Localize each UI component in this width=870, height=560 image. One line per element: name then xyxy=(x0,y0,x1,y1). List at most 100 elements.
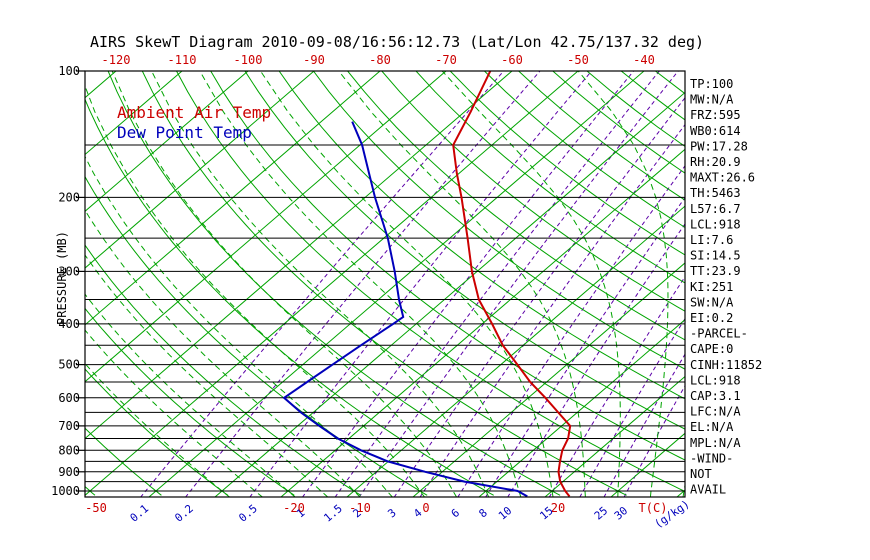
dry-adiabat xyxy=(655,71,685,95)
dry-adiabat xyxy=(278,71,685,400)
moist-adiabat xyxy=(85,155,393,497)
top-temp-label: -110 xyxy=(168,53,197,67)
panel-line: L57:6.7 xyxy=(690,202,741,216)
bottom-temp-label: 20 xyxy=(551,501,565,515)
dry-adiabat xyxy=(85,427,162,496)
dry-adiabat xyxy=(85,485,96,496)
moist-adiabat xyxy=(111,71,458,497)
panel-line: NOT xyxy=(690,467,712,481)
pressure-tick-label: 800 xyxy=(58,443,80,457)
mixing-ratio-line xyxy=(623,384,685,497)
mixing-ratio-lines xyxy=(140,71,685,497)
mixing-ratio-tick-label: 0.1 xyxy=(128,502,152,525)
isotherm-line xyxy=(85,71,447,383)
pressure-tick-label: 200 xyxy=(58,190,80,204)
pressure-tick-label: 1000 xyxy=(51,484,80,498)
dry-adiabat xyxy=(107,71,561,496)
panel-line: TP:100 xyxy=(690,77,733,91)
bottom-temp-label: -20 xyxy=(283,501,305,515)
mixing-ratio-line xyxy=(419,123,685,497)
panel-line: WB0:614 xyxy=(690,124,741,138)
panel-line: AVAIL xyxy=(690,483,726,497)
moist-adiabat xyxy=(260,71,554,497)
mixing-ratio-tick-label: 1.5 xyxy=(321,502,345,525)
panel-line: -PARCEL- xyxy=(690,327,748,341)
top-temp-label: -40 xyxy=(633,53,655,67)
panel-line: TH:5463 xyxy=(690,186,741,200)
mixing-ratio-line xyxy=(334,71,660,497)
dry-adiabat-lines xyxy=(85,71,685,496)
top-temp-label: -80 xyxy=(369,53,391,67)
panel-line: MW:N/A xyxy=(690,93,734,107)
moist-adiabat-lines xyxy=(85,71,685,497)
isotherm-line xyxy=(85,71,381,326)
dry-adiabat xyxy=(449,71,685,256)
mixing-ratio-line xyxy=(358,71,679,497)
mixing-ratio-tick-label: 6 xyxy=(449,506,462,520)
mixing-ratio-tick-label: 0.5 xyxy=(236,502,260,525)
legend-ambient-air-temp: Ambient Air Temp xyxy=(117,103,271,122)
dry-adiabat xyxy=(313,71,685,370)
panel-line: CAPE:0 xyxy=(690,342,733,356)
pressure-tick-label: 700 xyxy=(58,419,80,433)
dry-adiabat xyxy=(85,368,229,496)
dry-adiabat xyxy=(85,98,494,496)
isotherm-line xyxy=(85,71,315,269)
bottom-temp-label: -10 xyxy=(349,501,371,515)
bottom-temp-label: 0 xyxy=(422,501,429,515)
isotherm-line xyxy=(346,205,685,497)
mixing-ratio-tick-label: 3 xyxy=(385,506,398,520)
mixing-ratio-line xyxy=(579,317,685,497)
dry-adiabat xyxy=(210,71,685,461)
panel-line: CINH:11852 xyxy=(690,358,762,372)
top-temp-label: -60 xyxy=(501,53,523,67)
mixing-ratio-tick-label: 10 xyxy=(496,504,515,522)
moist-adiabat xyxy=(85,209,361,497)
panel-line: EL:N/A xyxy=(690,420,734,434)
panel-line: MAXT:26.6 xyxy=(690,171,755,185)
dry-adiabat xyxy=(381,71,685,312)
panel-line: LI:7.6 xyxy=(690,233,733,247)
top-temp-label: -120 xyxy=(102,53,131,67)
mixing-ratio-line xyxy=(301,71,634,497)
mixing-ratio-tick-label: 30 xyxy=(612,504,631,522)
isotherm-line xyxy=(412,262,685,497)
panel-line: CAP:3.1 xyxy=(690,389,741,403)
panel-line: LCL:918 xyxy=(690,373,741,387)
panel-line: FRZ:595 xyxy=(690,108,741,122)
moist-adiabat xyxy=(577,71,669,497)
ambient-temp-curve xyxy=(452,71,572,497)
isotherm-line xyxy=(478,319,685,497)
mixing-ratio-line xyxy=(507,223,685,497)
panel-line: SI:14.5 xyxy=(690,249,741,263)
top-temp-label: -70 xyxy=(435,53,457,67)
panel-line: -WIND- xyxy=(690,451,733,465)
pressure-tick-label: 600 xyxy=(58,391,80,405)
dry-adiabat xyxy=(85,307,295,496)
mixing-ratio-line xyxy=(185,71,541,497)
top-temp-label: -100 xyxy=(234,53,263,67)
panel-line: LFC:N/A xyxy=(690,405,741,419)
isotherm-line xyxy=(85,71,183,156)
top-temp-label: -50 xyxy=(567,53,589,67)
pressure-tick-label: 100 xyxy=(58,64,80,78)
dry-adiabat xyxy=(85,175,428,496)
bottom-temp-label: -50 xyxy=(85,501,107,515)
plot-border xyxy=(84,70,686,498)
panel-line: TT:23.9 xyxy=(690,264,741,278)
mixing-ratio-line xyxy=(457,165,685,497)
mixing-ratio-tick-label: 25 xyxy=(592,504,611,522)
panel-line: MPL:N/A xyxy=(690,436,741,450)
dry-adiabat xyxy=(620,71,685,121)
panel-line: KI:251 xyxy=(690,280,733,294)
pressure-tick-label: 300 xyxy=(58,264,80,278)
pressure-tick-label: 500 xyxy=(58,358,80,372)
moist-adiabat xyxy=(151,71,490,497)
dry-adiabat xyxy=(244,71,685,430)
panel-line: SW:N/A xyxy=(690,295,734,309)
panel-line: LCL:918 xyxy=(690,217,741,231)
dry-adiabat xyxy=(176,71,685,493)
